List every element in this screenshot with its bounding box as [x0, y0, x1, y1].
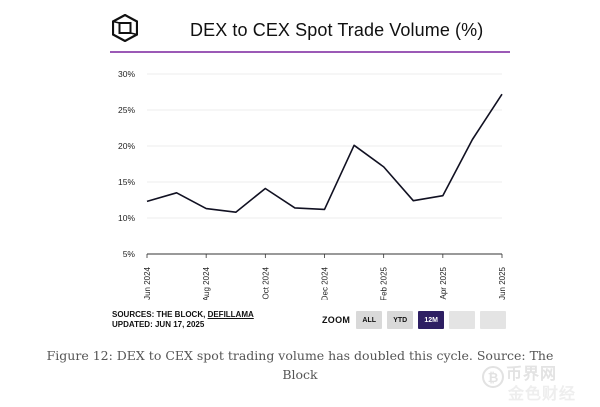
data-point — [500, 92, 505, 97]
data-point — [411, 198, 416, 203]
data-point — [233, 210, 238, 215]
sources-block: SOURCES: THE BLOCK, DEFILLAMA UPDATED: J… — [112, 310, 254, 330]
x-tick-label: Dec 2024 — [321, 266, 330, 300]
zoom-label: ZOOM — [322, 315, 351, 325]
sources-link-defillama[interactable]: DEFILLAMA — [207, 310, 254, 319]
data-point — [352, 143, 357, 148]
data-point — [440, 193, 445, 198]
bitcoin-watermark-icon: ₿ — [482, 366, 504, 388]
zoom-extra-button-2[interactable] — [480, 311, 507, 329]
y-tick-label: 5% — [123, 249, 136, 259]
line-chart: 30% 25% 20% 15% 10% 5% Jun 2024 Aug 2024 Oct 20… — [118, 69, 507, 300]
figure-caption: Figure 12: DEX to CEX spot trading volum… — [46, 348, 554, 382]
zoom-all-button[interactable]: ALL — [356, 311, 383, 329]
watermark-text-bottom: 金色财经 — [508, 386, 577, 403]
series-layer — [145, 92, 505, 215]
x-tick-label: Feb 2025 — [380, 266, 389, 300]
data-point — [322, 207, 327, 212]
zoom-ytd-button[interactable]: YTD — [387, 311, 414, 329]
y-tick-label: 15% — [118, 177, 135, 187]
sources-line: SOURCES: THE BLOCK, DEFILLAMA — [112, 310, 254, 320]
x-tick-label: Oct 2024 — [261, 266, 270, 299]
data-point — [381, 164, 386, 169]
y-tick-label: 25% — [118, 105, 135, 115]
y-axis-ticks: 30% 25% 20% 15% 10% 5% — [118, 69, 135, 259]
title-divider — [110, 51, 510, 53]
data-point — [263, 186, 268, 191]
x-tick-label: Jun 2025 — [498, 266, 507, 299]
grid-layer — [147, 73, 502, 255]
zoom-controls: ZOOM ALL YTD 12M — [322, 310, 511, 330]
x-tick-label: Aug 2024 — [202, 266, 211, 300]
data-point — [204, 206, 209, 211]
x-tick-label: Jun 2024 — [143, 266, 152, 299]
sources-text: SOURCES: THE BLOCK, — [112, 310, 208, 319]
y-tick-label: 20% — [118, 141, 135, 151]
data-point — [292, 205, 297, 210]
series-line — [146, 93, 503, 213]
the-block-logo-icon — [112, 14, 138, 42]
data-point — [174, 190, 179, 195]
x-axis-ticks: Jun 2024 Aug 2024 Oct 2024 Dec 2024 Feb 2025… — [143, 254, 507, 300]
watermark: ₿ 币界网 金色财经 — [482, 360, 592, 403]
updated-date: UPDATED: JUN 17, 2025 — [112, 320, 205, 329]
x-tick-label: Apr 2025 — [439, 266, 448, 299]
y-tick-label: 10% — [118, 213, 135, 223]
chart-title: DEX to CEX Spot Trade Volume (%) — [190, 20, 484, 40]
data-point — [145, 199, 150, 204]
watermark-text-top: 币界网 — [506, 366, 558, 383]
data-point — [470, 137, 475, 142]
zoom-extra-button-1[interactable] — [449, 311, 476, 329]
zoom-12m-button[interactable]: 12M — [418, 311, 445, 329]
y-tick-label: 30% — [118, 69, 135, 79]
